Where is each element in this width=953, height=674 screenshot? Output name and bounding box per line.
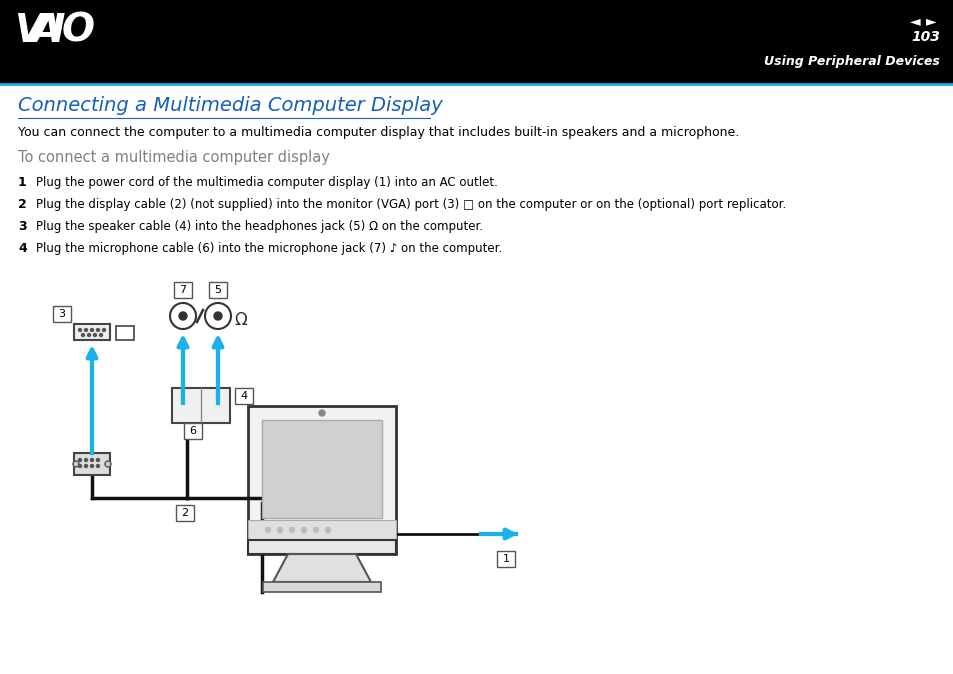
Bar (234, 388, 253, 404)
Circle shape (99, 334, 102, 336)
Text: Plug the speaker cable (4) into the headphones jack (5) Ω on the computer.: Plug the speaker cable (4) into the head… (36, 220, 482, 233)
Text: Plug the microphone cable (6) into the microphone jack (7) ♪ on the computer.: Plug the microphone cable (6) into the m… (36, 242, 501, 255)
Bar (175, 505, 193, 521)
Text: ►: ► (925, 14, 936, 28)
Circle shape (91, 328, 93, 332)
Bar (172, 388, 230, 423)
Text: Plug the power cord of the multimedia computer display (1) into an AC outlet.: Plug the power cord of the multimedia co… (36, 176, 497, 189)
Bar (116, 326, 133, 340)
Bar (74, 324, 110, 340)
Circle shape (91, 458, 93, 462)
Circle shape (277, 528, 282, 532)
Circle shape (96, 458, 99, 462)
Bar (248, 540, 395, 554)
Circle shape (91, 464, 93, 468)
Text: 2: 2 (18, 198, 27, 211)
Text: 3: 3 (18, 220, 27, 233)
Text: You can connect the computer to a multimedia computer display that includes buil: You can connect the computer to a multim… (18, 126, 739, 139)
Circle shape (93, 334, 96, 336)
Bar (0, 0, 953, 84)
Bar (184, 423, 202, 439)
Circle shape (73, 461, 79, 467)
Circle shape (205, 303, 231, 329)
Circle shape (78, 464, 81, 468)
Circle shape (78, 328, 81, 332)
Circle shape (96, 464, 99, 468)
Circle shape (88, 334, 91, 336)
Circle shape (325, 528, 330, 532)
Bar (74, 453, 110, 475)
Text: ◄: ◄ (909, 14, 920, 28)
Circle shape (318, 410, 325, 416)
Circle shape (265, 528, 271, 532)
Text: 6: 6 (190, 426, 196, 436)
Text: V: V (14, 12, 44, 50)
Text: A: A (32, 12, 62, 50)
Bar (173, 282, 192, 298)
Text: 3: 3 (58, 309, 66, 319)
Text: I: I (50, 12, 65, 50)
Bar (497, 551, 515, 567)
Circle shape (179, 312, 187, 320)
Bar (248, 406, 395, 554)
Bar (209, 282, 227, 298)
Circle shape (96, 328, 99, 332)
Bar (248, 520, 395, 540)
Text: 103: 103 (910, 30, 939, 44)
Text: Ω: Ω (233, 311, 247, 329)
Bar (53, 306, 71, 322)
Text: Using Peripheral Devices: Using Peripheral Devices (763, 55, 939, 68)
Bar (262, 420, 381, 518)
Circle shape (78, 458, 81, 462)
Text: Plug the display cable (2) (not supplied) into the monitor (VGA) port (3) □ on t: Plug the display cable (2) (not supplied… (36, 198, 785, 211)
Text: O: O (62, 12, 95, 50)
Text: 1: 1 (18, 176, 27, 189)
Text: 1: 1 (502, 554, 509, 564)
Circle shape (85, 464, 88, 468)
Text: 2: 2 (181, 508, 189, 518)
Polygon shape (273, 554, 371, 582)
Text: Connecting a Multimedia Computer Display: Connecting a Multimedia Computer Display (18, 96, 442, 115)
Circle shape (105, 461, 111, 467)
Circle shape (170, 303, 195, 329)
Circle shape (85, 328, 88, 332)
Text: 7: 7 (179, 285, 187, 295)
Circle shape (301, 528, 306, 532)
Text: 4: 4 (240, 391, 247, 401)
Bar (263, 582, 380, 592)
Circle shape (85, 458, 88, 462)
Circle shape (81, 334, 85, 336)
Circle shape (289, 528, 294, 532)
Circle shape (102, 328, 106, 332)
Text: To connect a multimedia computer display: To connect a multimedia computer display (18, 150, 330, 165)
Text: 5: 5 (214, 285, 221, 295)
Circle shape (314, 528, 318, 532)
Circle shape (213, 312, 222, 320)
Text: 4: 4 (18, 242, 27, 255)
